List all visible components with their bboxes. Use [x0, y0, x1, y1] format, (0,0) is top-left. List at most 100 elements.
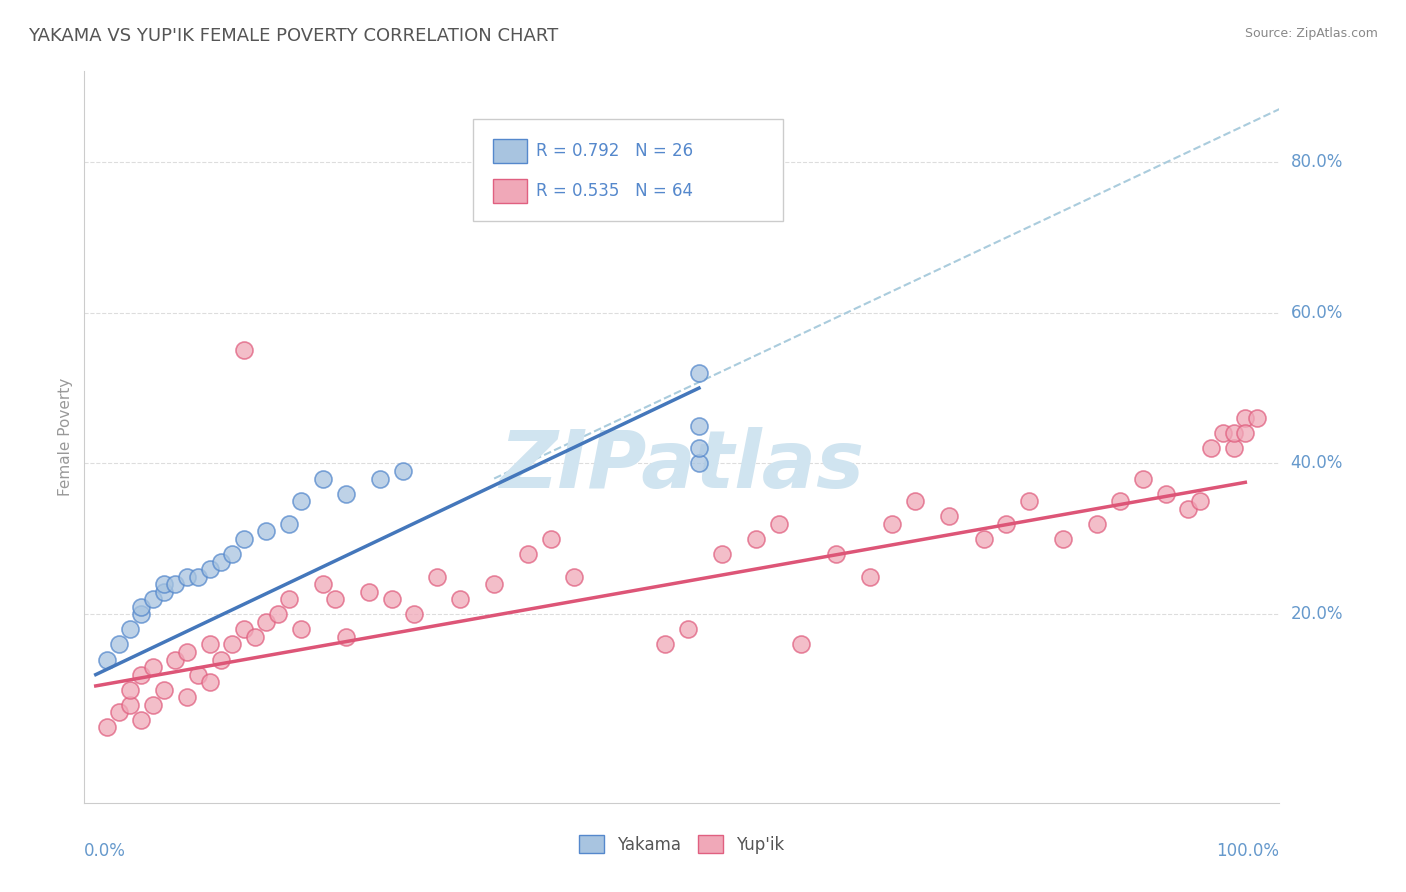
Point	[96, 652, 118, 666]
Text: 20.0%: 20.0%	[1291, 606, 1343, 624]
Point	[129, 667, 152, 681]
Point	[312, 471, 335, 485]
Point	[176, 645, 198, 659]
Point	[198, 637, 221, 651]
Point	[176, 690, 198, 705]
Point	[129, 607, 152, 622]
Point	[392, 464, 415, 478]
Point	[540, 532, 562, 546]
Text: 60.0%: 60.0%	[1291, 303, 1343, 322]
Point	[745, 532, 768, 546]
Point	[688, 418, 710, 433]
Point	[118, 623, 141, 637]
Point	[142, 592, 165, 607]
Point	[768, 516, 790, 531]
Point	[221, 547, 243, 561]
Point	[1223, 442, 1246, 456]
Point	[232, 623, 254, 637]
Point	[688, 442, 710, 456]
Point	[198, 562, 221, 576]
Point	[688, 366, 710, 380]
Point	[973, 532, 995, 546]
Point	[96, 720, 118, 734]
Point	[243, 630, 266, 644]
Point	[209, 652, 232, 666]
Point	[129, 599, 152, 614]
Point	[1246, 411, 1268, 425]
Point	[198, 675, 221, 690]
Text: R = 0.792   N = 26: R = 0.792 N = 26	[536, 142, 693, 160]
Point	[129, 713, 152, 727]
Point	[209, 554, 232, 568]
Text: YAKAMA VS YUP'IK FEMALE POVERTY CORRELATION CHART: YAKAMA VS YUP'IK FEMALE POVERTY CORRELAT…	[28, 27, 558, 45]
FancyBboxPatch shape	[472, 119, 783, 221]
Point	[153, 682, 176, 697]
Point	[562, 569, 585, 583]
Point	[290, 623, 312, 637]
Point	[232, 532, 254, 546]
Text: 40.0%: 40.0%	[1291, 454, 1343, 473]
Point	[938, 509, 960, 524]
Bar	[494, 179, 527, 202]
Point	[142, 660, 165, 674]
Point	[221, 637, 243, 651]
Point	[118, 682, 141, 697]
Point	[107, 637, 129, 651]
Point	[176, 569, 198, 583]
Point	[449, 592, 471, 607]
Point	[357, 584, 380, 599]
Point	[482, 577, 505, 591]
Text: 100.0%: 100.0%	[1216, 842, 1279, 860]
Point	[368, 471, 391, 485]
Point	[335, 486, 357, 500]
Point	[267, 607, 290, 622]
Point	[995, 516, 1018, 531]
Point	[165, 652, 187, 666]
Point	[654, 637, 676, 651]
Point	[256, 615, 278, 629]
Text: R = 0.535   N = 64: R = 0.535 N = 64	[536, 182, 693, 200]
Point	[107, 706, 129, 720]
Point	[426, 569, 449, 583]
Point	[312, 577, 335, 591]
Point	[256, 524, 278, 539]
Point	[335, 630, 357, 644]
Text: 80.0%: 80.0%	[1291, 153, 1343, 171]
Point	[1052, 532, 1074, 546]
Point	[323, 592, 346, 607]
Point	[882, 516, 904, 531]
Point	[278, 592, 301, 607]
Point	[165, 577, 187, 591]
Point	[1018, 494, 1040, 508]
Y-axis label: Female Poverty: Female Poverty	[58, 378, 73, 496]
Point	[688, 457, 710, 471]
Point	[278, 516, 301, 531]
Point	[290, 494, 312, 508]
Point	[232, 343, 254, 358]
Bar	[494, 139, 527, 163]
Point	[1212, 426, 1234, 441]
Point	[187, 667, 209, 681]
Point	[710, 547, 733, 561]
Point	[1199, 442, 1222, 456]
Point	[1109, 494, 1132, 508]
Point	[1154, 486, 1177, 500]
Point	[824, 547, 846, 561]
Legend: Yakama, Yup'ik: Yakama, Yup'ik	[572, 829, 792, 860]
Point	[904, 494, 927, 508]
Point	[381, 592, 404, 607]
Point	[1223, 426, 1246, 441]
Point	[859, 569, 882, 583]
Point	[1085, 516, 1108, 531]
Point	[153, 577, 176, 591]
Point	[1234, 426, 1257, 441]
Point	[517, 547, 540, 561]
Point	[118, 698, 141, 712]
Text: Source: ZipAtlas.com: Source: ZipAtlas.com	[1244, 27, 1378, 40]
Point	[1188, 494, 1211, 508]
Point	[1132, 471, 1154, 485]
Point	[1177, 501, 1199, 516]
Point	[153, 584, 176, 599]
Point	[676, 623, 699, 637]
Text: ZIPatlas: ZIPatlas	[499, 427, 865, 506]
